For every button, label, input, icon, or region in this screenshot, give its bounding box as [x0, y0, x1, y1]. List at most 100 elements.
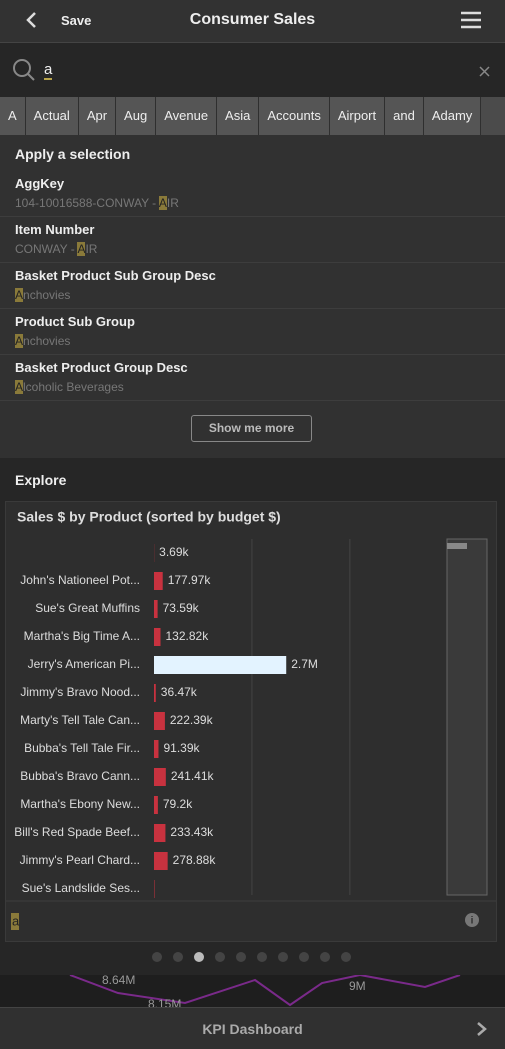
result-value: Anchovies	[15, 288, 70, 302]
category-label: Bubba's Tell Tale Fir...	[24, 741, 140, 755]
search-icon	[12, 58, 36, 82]
value-text: 104-10016588-CONWAY -	[15, 196, 159, 210]
value-label: 241.41k	[171, 769, 215, 783]
search-input[interactable]: a	[44, 61, 52, 80]
category-label: Jimmy's Bravo Nood...	[20, 685, 140, 699]
category-label: Jimmy's Pearl Chard...	[20, 853, 140, 867]
result-value: CONWAY - AIR	[15, 242, 97, 256]
value-match: A	[15, 334, 23, 348]
next-icon[interactable]	[476, 1021, 488, 1037]
minimap-bar	[447, 543, 467, 549]
pager-dot	[152, 952, 162, 962]
value-match: A	[159, 196, 167, 210]
value-text: nchovies	[23, 334, 70, 348]
bar	[154, 684, 156, 702]
category-label: Marty's Tell Tale Can...	[20, 713, 140, 727]
result-row[interactable]: AggKey 104-10016588-CONWAY - AIR	[0, 171, 505, 217]
value-label: 177.97k	[168, 573, 212, 587]
chip[interactable]: Apr	[79, 97, 116, 135]
background-label: 9M	[349, 979, 366, 993]
clear-icon[interactable]	[479, 66, 490, 77]
value-match: A	[15, 380, 23, 394]
result-field: Basket Product Sub Group Desc	[15, 268, 216, 283]
header: Save Consumer Sales	[0, 0, 505, 43]
background-chart: 8.64M 8.15M 9M	[0, 975, 505, 1007]
value-text: CONWAY -	[15, 242, 77, 256]
category-label: Bubba's Bravo Cann...	[20, 769, 140, 783]
bar	[154, 628, 161, 646]
pager-dot	[215, 952, 225, 962]
result-value: Alcoholic Beverages	[15, 380, 124, 394]
pager-dot	[173, 952, 183, 962]
result-field: Product Sub Group	[15, 314, 135, 329]
value-text: IR	[167, 196, 179, 210]
result-field: Basket Product Group Desc	[15, 360, 188, 375]
chip[interactable]: Avenue	[156, 97, 217, 135]
pager-dot	[278, 952, 288, 962]
chart-title: Sales $ by Product (sorted by budget $)	[17, 509, 281, 525]
value-text: nchovies	[23, 288, 70, 302]
background-chart-svg: 8.64M 8.15M 9M	[0, 975, 505, 1007]
footer-bar: KPI Dashboard	[0, 1007, 505, 1049]
category-label: Martha's Ebony New...	[20, 797, 140, 811]
value-label: 73.59k	[163, 601, 200, 615]
chip[interactable]: Airport	[330, 97, 385, 135]
chip[interactable]: Accounts	[259, 97, 329, 135]
result-field: AggKey	[15, 176, 64, 191]
chart-filter: a	[12, 913, 20, 928]
value-label: 91.39k	[163, 741, 200, 755]
value-label: 233.43k	[170, 825, 214, 839]
category-label: Sue's Landslide Ses...	[22, 881, 140, 895]
chip[interactable]: and	[385, 97, 424, 135]
bar	[154, 600, 158, 618]
search-bar: a	[0, 43, 505, 97]
chip[interactable]: Asia	[217, 97, 259, 135]
pager-dot	[341, 952, 351, 962]
background-label: 8.64M	[102, 975, 135, 987]
save-button[interactable]: Save	[61, 13, 91, 28]
bar	[154, 572, 163, 590]
bar	[154, 712, 165, 730]
result-field: Item Number	[15, 222, 94, 237]
pager-dot	[194, 952, 204, 962]
chip[interactable]: Aug	[116, 97, 156, 135]
chart-card: Sales $ by Product (sorted by budget $) …	[5, 501, 497, 942]
bar	[154, 740, 158, 758]
back-icon[interactable]	[24, 11, 38, 29]
result-row[interactable]: Basket Product Sub Group Desc Anchovies	[0, 263, 505, 309]
bar	[154, 768, 166, 786]
category-label: John's Nationeel Pot...	[20, 573, 140, 587]
next-sheet[interactable]: KPI Dashboard	[0, 1021, 505, 1037]
background-label: 8.15M	[148, 997, 181, 1007]
section-heading: Apply a selection	[15, 146, 130, 162]
pager-dot	[257, 952, 267, 962]
minimap	[447, 539, 487, 895]
selection-list: Apply a selection AggKey 104-10016588-CON…	[0, 135, 505, 458]
category-label: Jerry's American Pi...	[28, 657, 140, 671]
info-glyph: i	[471, 916, 474, 927]
category-label: Martha's Big Time A...	[24, 629, 140, 643]
result-row[interactable]: Basket Product Group Desc Alcoholic Bever…	[0, 355, 505, 401]
result-row[interactable]: Item Number CONWAY - AIR	[0, 217, 505, 263]
pager-dot	[320, 952, 330, 962]
pager-dot	[299, 952, 309, 962]
chip[interactable]: Adamy	[424, 97, 481, 135]
pager-dot	[236, 952, 246, 962]
chip[interactable]: Actual	[26, 97, 79, 135]
result-value: 104-10016588-CONWAY - AIR	[15, 196, 179, 210]
value-match: A	[15, 288, 23, 302]
value-label: 2.7M	[291, 657, 318, 671]
result-value: Anchovies	[15, 334, 70, 348]
chart: Sales $ by Product (sorted by budget $) …	[6, 502, 496, 941]
chip[interactable]: A	[0, 97, 26, 135]
value-label: 222.39k	[170, 713, 214, 727]
menu-icon[interactable]	[460, 11, 482, 29]
bar	[154, 852, 168, 870]
value-text: lcoholic Beverages	[23, 380, 124, 394]
result-row[interactable]: Product Sub Group Anchovies	[0, 309, 505, 355]
category-label: Bill's Red Spade Beef...	[14, 825, 140, 839]
value-text: IR	[85, 242, 97, 256]
show-more-button[interactable]: Show me more	[191, 415, 312, 442]
value-label: 3.69k	[159, 545, 189, 559]
